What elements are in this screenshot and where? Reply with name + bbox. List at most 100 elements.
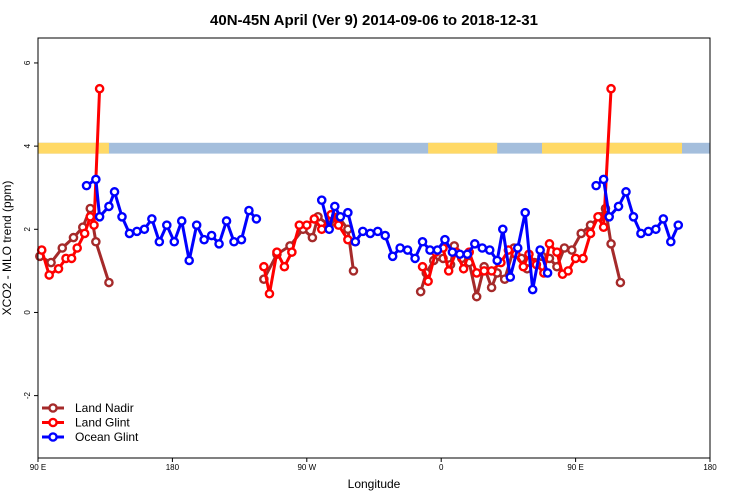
legend-item-ocean-glint: Ocean Glint	[42, 430, 139, 444]
land-band-segment	[542, 142, 682, 154]
ocean-glint-point	[169, 236, 180, 247]
ocean-glint-point	[109, 187, 120, 197]
ocean-glint-point	[154, 236, 165, 247]
ocean-glint-point	[357, 226, 368, 237]
legend-label: Ocean Glint	[75, 430, 139, 444]
ocean-glint-point	[651, 224, 661, 235]
land-glint-point	[89, 220, 99, 230]
legend-item-land-nadir: Land Nadir	[42, 401, 134, 415]
ocean-glint-point	[447, 247, 458, 257]
chart-title: 40N-45N April (Ver 9) 2014-09-06 to 2018…	[210, 12, 538, 29]
land-nadir-point	[85, 203, 96, 214]
land-glint-point	[593, 212, 603, 222]
ocean-glint-point	[440, 234, 450, 245]
ocean-glint-point	[432, 245, 443, 255]
x-tick-label: 90 E	[30, 463, 46, 472]
land-glint-point	[486, 266, 497, 276]
legend-item-land-glint: Land Glint	[42, 416, 130, 430]
land-glint-point	[294, 220, 305, 230]
ocean-glint-point	[520, 207, 531, 218]
ocean-glint-point	[598, 174, 609, 185]
land-nadir-point	[576, 228, 587, 239]
ocean-glint-point	[527, 284, 538, 295]
land-nadir-point	[68, 232, 79, 243]
ocean-glint-point	[658, 214, 669, 224]
land-glint-point	[552, 247, 562, 257]
land-glint-point	[518, 261, 529, 272]
ocean-glint-point	[628, 212, 639, 222]
land-nadir-point	[46, 257, 56, 268]
ocean-glint-point	[477, 243, 488, 253]
ocean-glint-point	[124, 228, 135, 239]
land-band-segment	[428, 142, 498, 154]
ocean-glint-point	[191, 220, 202, 230]
ocean-glint-point	[132, 226, 142, 237]
ocean-glint-point	[505, 272, 516, 282]
ocean-glint-point	[199, 234, 209, 245]
land-glint-point	[343, 234, 353, 245]
ocean-glint-point	[497, 224, 508, 235]
land-nadir-point	[471, 291, 482, 302]
land-nadir-point	[91, 236, 101, 247]
land-glint-point	[85, 212, 96, 222]
land-glint-point	[316, 224, 327, 235]
ocean-glint-point	[350, 236, 361, 247]
ocean-band	[38, 142, 710, 154]
ocean-glint-point	[455, 249, 465, 260]
plot-frame	[37, 37, 711, 459]
land-glint-point	[309, 214, 320, 224]
ocean-glint-point	[425, 245, 435, 255]
land-nadir-point	[567, 245, 577, 255]
x-axis-label: Longitude	[348, 477, 401, 491]
land-glint-point	[333, 220, 344, 230]
land-ocean-band	[38, 142, 710, 154]
land-glint-point	[264, 288, 275, 299]
ocean-glint-point	[673, 220, 684, 230]
land-glint-point	[598, 222, 609, 233]
ocean-glint-point	[484, 245, 495, 255]
ocean-glint-point	[395, 243, 405, 253]
ocean-glint-point	[387, 251, 398, 262]
ocean-glint-point	[380, 230, 391, 241]
ocean-glint-point	[81, 180, 92, 191]
ocean-glint-point	[329, 201, 340, 212]
land-glint-point	[72, 243, 82, 253]
ocean-glint-point	[613, 201, 624, 212]
legend-swatch-marker	[48, 432, 58, 442]
land-glint-point	[94, 83, 105, 94]
land-glint-point	[570, 253, 581, 264]
land-glint-point	[585, 228, 596, 239]
ocean-glint-point	[251, 214, 262, 224]
x-axis-ticks: 90 E 180 90 W 0 90 E 180	[30, 458, 717, 472]
y-tick-label: -2	[23, 392, 32, 400]
ocean-glint-point	[335, 212, 346, 222]
legend-swatch-marker	[48, 417, 58, 428]
land-nadir-point	[559, 243, 570, 253]
ocean-glint-point	[372, 226, 383, 237]
land-glint-point	[458, 263, 469, 274]
ocean-glint-point	[636, 228, 646, 239]
land-nadir-point	[415, 286, 426, 297]
land-band-segment	[38, 142, 109, 154]
ocean-glint-point	[462, 249, 473, 260]
land-nadir-point	[606, 239, 616, 249]
ocean-glint-point	[365, 228, 376, 239]
land-glint-point	[606, 83, 616, 94]
x-tick-label: 180	[703, 463, 717, 472]
land-glint-point	[578, 253, 588, 264]
land-nadir-line	[262, 215, 355, 280]
ocean-glint-point	[94, 212, 105, 222]
land-glint-point	[36, 245, 47, 255]
land-nadir-point	[615, 277, 626, 288]
ocean-glint-point	[206, 230, 217, 241]
ocean-glint-point	[229, 236, 239, 247]
ocean-glint-point	[604, 212, 615, 222]
x-tick-label: 90 W	[297, 463, 316, 472]
y-tick-label: 2	[23, 227, 32, 232]
ocean-glint-point	[214, 239, 224, 249]
ocean-glint-point	[621, 187, 631, 197]
ocean-glint-point	[91, 174, 101, 185]
ocean-glint-point	[236, 234, 247, 245]
